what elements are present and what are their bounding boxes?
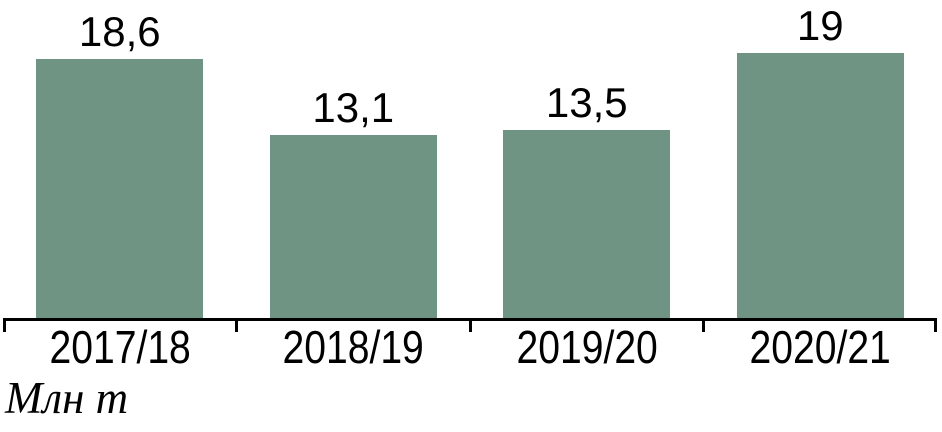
x-axis-label: 2017/18 <box>49 321 191 373</box>
x-axis-ticks <box>3 318 937 332</box>
bar <box>36 59 204 318</box>
bar-group: 13,1 <box>237 0 471 318</box>
axis-unit-label: Млн т <box>5 373 129 423</box>
bar <box>503 130 671 318</box>
bar-value-label: 18,6 <box>78 8 161 55</box>
x-axis-tick <box>468 318 472 332</box>
x-axis-label: 2019/20 <box>516 321 658 373</box>
x-axis-label: 2020/21 <box>749 321 891 373</box>
plot-area: 18,6 13,1 13,5 19 <box>3 0 937 318</box>
x-axis-tick <box>235 318 238 332</box>
bar-value-label: 13,5 <box>545 79 628 126</box>
x-axis-label-cell: 2019/20 <box>470 324 704 370</box>
x-axis-labels-row: 2017/18 2018/19 2019/20 2020/21 <box>3 324 937 370</box>
x-axis-label-cell: 2020/21 <box>704 324 938 370</box>
x-axis-tick <box>3 318 6 332</box>
bar <box>269 135 437 318</box>
x-axis-tick <box>934 318 937 332</box>
x-axis-label: 2018/19 <box>282 321 424 373</box>
bar-group: 19 <box>704 0 938 318</box>
x-axis-label-cell: 2017/18 <box>3 324 237 370</box>
bar-value-label: 13,1 <box>312 84 395 131</box>
bar-group: 13,5 <box>470 0 704 318</box>
bar-group: 18,6 <box>3 0 237 318</box>
bar <box>736 53 904 318</box>
x-axis-tick <box>702 318 705 332</box>
x-axis-label-cell: 2018/19 <box>237 324 471 370</box>
bar-value-label: 19 <box>796 2 844 49</box>
